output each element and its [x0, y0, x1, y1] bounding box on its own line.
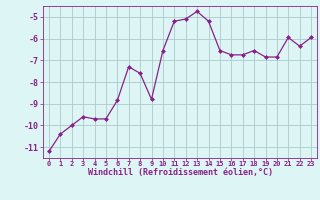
X-axis label: Windchill (Refroidissement éolien,°C): Windchill (Refroidissement éolien,°C) [87, 168, 273, 177]
